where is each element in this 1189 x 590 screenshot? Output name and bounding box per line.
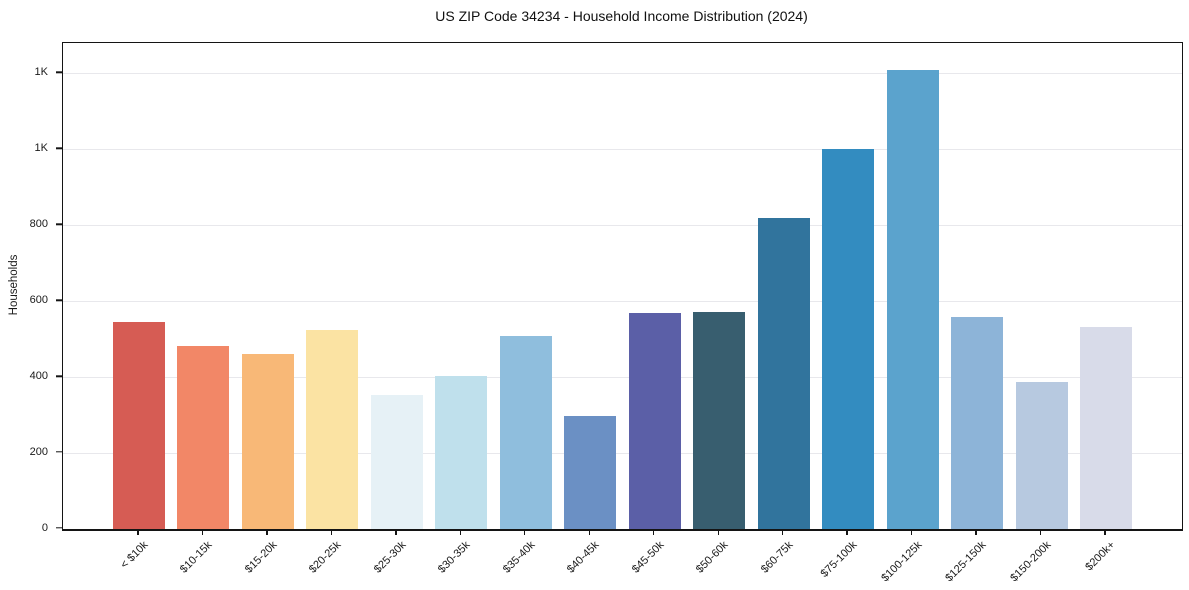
x-tick-mark (846, 530, 848, 535)
x-tick-mark (395, 530, 397, 535)
bar (757, 218, 810, 529)
y-tick-mark (56, 71, 62, 74)
gridline (63, 225, 1182, 227)
y-tick-label: 200 (29, 446, 48, 459)
bar (499, 336, 552, 529)
x-tick-label: $20-25k (307, 539, 344, 576)
x-tick-label: $10-15k (178, 539, 215, 576)
bar (822, 148, 875, 529)
x-tick-label: $35-40k (500, 539, 538, 576)
x-tick-label: $45-50k (629, 539, 667, 576)
x-tick-label: $60-75k (758, 539, 796, 576)
x-tick-label: $75-100k (818, 539, 860, 580)
bar (564, 416, 617, 529)
x-tick-mark (266, 530, 268, 535)
bar (177, 346, 230, 529)
bar (951, 317, 1004, 529)
x-tick-mark (459, 530, 462, 535)
y-tick-label: 1K (34, 66, 48, 79)
bar (306, 329, 359, 529)
y-tick-mark (56, 451, 62, 453)
x-tick-mark (717, 530, 719, 535)
bar (886, 69, 939, 529)
bar (693, 311, 746, 529)
x-tick-label: $25-30k (371, 539, 409, 576)
x-tick-mark (781, 530, 784, 535)
x-tick-mark (975, 530, 977, 535)
y-tick-label: 400 (29, 370, 48, 383)
x-tick-mark (910, 530, 913, 535)
x-tick-label: $15-20k (242, 539, 280, 576)
x-tick-label: $40-45k (565, 539, 602, 576)
x-tick-label: $50-60k (694, 539, 731, 576)
x-tick-mark (588, 530, 590, 535)
bar (435, 375, 488, 529)
y-axis: 0 200 400 600 800 1K 1K (0, 42, 62, 534)
plot-area (62, 42, 1183, 531)
chart-title: US ZIP Code 34234 - Household Income Dis… (435, 8, 808, 24)
gridline (63, 149, 1182, 151)
bar (1080, 327, 1132, 529)
y-tick-mark (56, 527, 62, 529)
y-tick-label: 0 (41, 522, 48, 534)
y-tick-mark (56, 147, 62, 150)
x-tick-label: $100-125k (878, 539, 925, 585)
y-tick-label: 800 (29, 218, 48, 231)
x-tick-label: $150-200k (1007, 539, 1054, 585)
x-axis: < $10k $10-15k $15-20k $20-25k $25-30k $30-35… (62, 530, 1181, 590)
bar (241, 353, 294, 529)
gridline (63, 301, 1182, 303)
bar (1015, 382, 1068, 529)
x-tick-mark (1104, 530, 1106, 535)
x-tick-label: $200k+ (1083, 539, 1118, 574)
x-tick-mark (330, 530, 333, 535)
x-tick-mark (653, 530, 655, 535)
x-tick-mark (137, 530, 139, 535)
y-tick-mark (56, 223, 62, 225)
x-tick-mark (201, 530, 204, 535)
gridline (63, 453, 1182, 455)
gridline (63, 73, 1182, 75)
bar (370, 395, 423, 529)
gridline (63, 377, 1182, 379)
y-tick-label: 1K (34, 142, 48, 155)
y-tick-mark (56, 299, 62, 301)
y-tick-label: 600 (29, 294, 48, 307)
x-tick-label: $125-150k (943, 539, 989, 585)
x-tick-label: < $10k (118, 539, 151, 572)
x-tick-label: $30-35k (436, 539, 473, 576)
bar (113, 322, 165, 529)
y-tick-mark (56, 375, 62, 377)
x-tick-mark (524, 530, 526, 535)
bar (628, 313, 681, 529)
x-tick-mark (1039, 530, 1042, 535)
